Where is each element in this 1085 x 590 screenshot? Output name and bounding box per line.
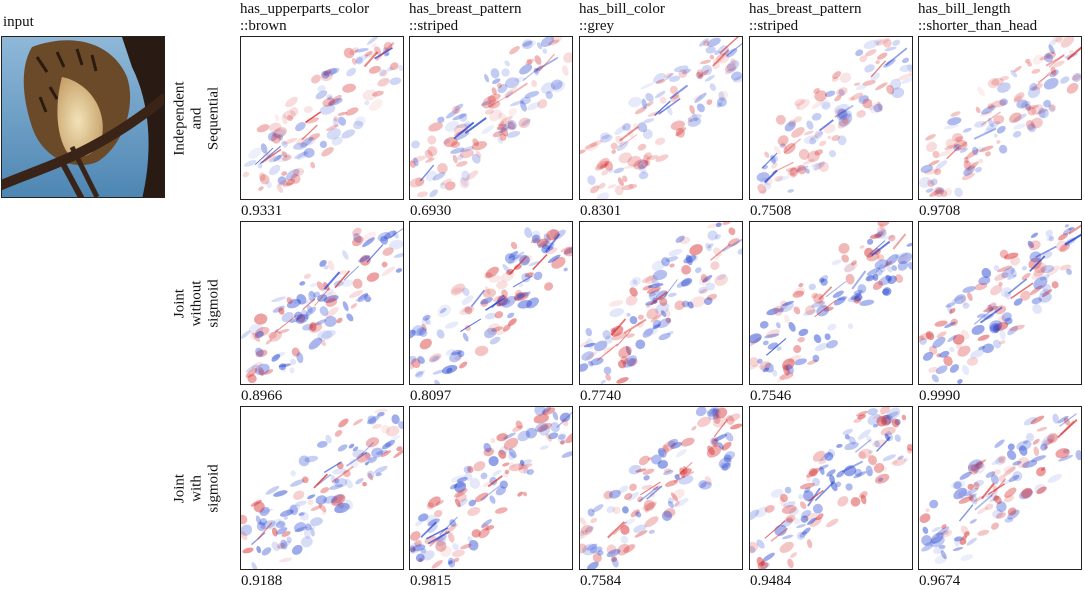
row-label-line: Sequential [205, 86, 222, 150]
row-label-line: without [188, 280, 205, 326]
saliency-map [918, 406, 1082, 570]
probability-score: 0.7584 [580, 573, 622, 589]
probability-score: 0.9990 [919, 388, 961, 404]
saliency-map [409, 36, 573, 200]
input-bird-image [1, 36, 165, 198]
probability-score: 0.9484 [750, 573, 792, 589]
probability-score: 0.9188 [241, 573, 283, 589]
saliency-map [579, 36, 743, 200]
probability-score: 0.7546 [750, 388, 792, 404]
row-label-line: Joint [171, 288, 188, 318]
saliency-map [918, 36, 1082, 200]
saliency-map [240, 406, 404, 570]
column-title-line2: ::striped [749, 18, 799, 34]
column-title-line1: has_breast_pattern [749, 1, 862, 17]
row-label-line: sigmoid [205, 278, 222, 328]
column-title: has_bill_color::grey [579, 1, 665, 35]
row-label-line: Independent [171, 80, 188, 156]
saliency-map [579, 221, 743, 385]
column-title-line1: has_bill_color [579, 1, 665, 17]
saliency-map [918, 221, 1082, 385]
row-label: Joint with sigmoid [172, 423, 223, 553]
column-title-line1: has_breast_pattern [409, 1, 522, 17]
row-label-line: sigmoid [205, 463, 222, 513]
saliency-map [409, 406, 573, 570]
probability-score: 0.8097 [410, 388, 452, 404]
saliency-map [749, 406, 913, 570]
column-title: has_bill_length::shorter_than_head [918, 1, 1037, 35]
saliency-map [409, 221, 573, 385]
probability-score: 0.6930 [410, 203, 452, 219]
column-title: has_breast_pattern::striped [749, 1, 861, 35]
probability-score: 0.9331 [241, 203, 283, 219]
input-label: input [3, 14, 34, 30]
saliency-map [749, 36, 913, 200]
column-title-line2: ::grey [579, 18, 614, 34]
row-label: Joint without sigmoid [172, 238, 223, 368]
saliency-map [240, 221, 404, 385]
column-title-line2: ::shorter_than_head [918, 18, 1038, 34]
row-label: Independent and Sequential [172, 53, 223, 183]
row-label-line: Joint [171, 473, 188, 503]
row-label-line: and [188, 107, 205, 129]
row-label-line: with [188, 474, 205, 502]
column-title-line2: ::brown [240, 18, 287, 34]
column-title: has_breast_pattern::striped [409, 1, 521, 35]
saliency-map [579, 406, 743, 570]
column-title: has_upperparts_color::brown [240, 1, 369, 35]
probability-score: 0.7508 [750, 203, 792, 219]
column-title-line2: ::striped [409, 18, 459, 34]
column-title-line1: has_bill_length [918, 1, 1011, 17]
probability-score: 0.9674 [919, 573, 961, 589]
probability-score: 0.8966 [241, 388, 283, 404]
probability-score: 0.9815 [410, 573, 452, 589]
probability-score: 0.9708 [919, 203, 961, 219]
probability-score: 0.7740 [580, 388, 622, 404]
column-title-line1: has_upperparts_color [240, 1, 370, 17]
saliency-map [240, 36, 404, 200]
saliency-map [749, 221, 913, 385]
probability-score: 0.8301 [580, 203, 622, 219]
